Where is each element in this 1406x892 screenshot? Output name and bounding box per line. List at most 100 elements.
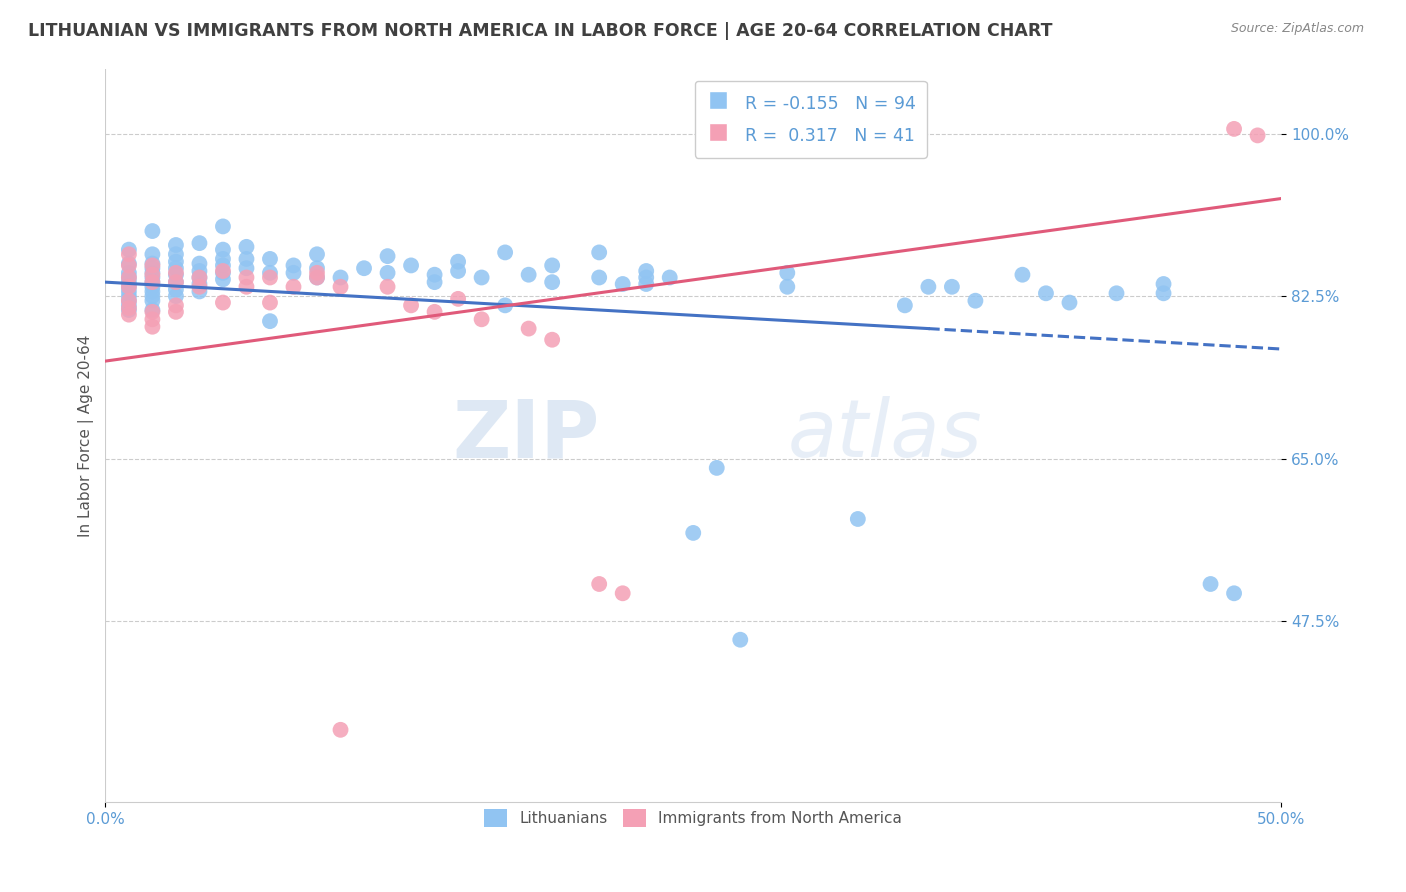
Point [165, 254, 187, 268]
Point [377, 266, 399, 280]
Point [706, 461, 728, 475]
Point [305, 247, 328, 261]
Point [305, 270, 328, 285]
Point [141, 275, 163, 289]
Point [212, 272, 235, 286]
Point [141, 266, 163, 280]
Point [212, 252, 235, 266]
Point [259, 295, 281, 310]
Point [259, 266, 281, 280]
Point [141, 285, 163, 299]
Point [165, 275, 187, 289]
Point [423, 275, 446, 289]
Point [118, 298, 141, 312]
Point [776, 280, 799, 294]
Point [588, 270, 610, 285]
Point [1246, 128, 1268, 143]
Point [212, 219, 235, 234]
Text: atlas: atlas [787, 396, 981, 475]
Point [141, 275, 163, 289]
Point [141, 259, 163, 273]
Point [423, 268, 446, 282]
Point [447, 254, 470, 268]
Point [188, 277, 211, 291]
Point [588, 577, 610, 591]
Point [141, 261, 163, 276]
Point [141, 268, 163, 282]
Point [541, 259, 564, 273]
Point [212, 243, 235, 257]
Point [1011, 268, 1033, 282]
Point [141, 270, 163, 285]
Point [235, 280, 257, 294]
Point [118, 293, 141, 308]
Point [894, 298, 917, 312]
Point [494, 245, 516, 260]
Point [118, 256, 141, 270]
Point [517, 268, 540, 282]
Point [141, 247, 163, 261]
Point [118, 293, 141, 308]
Point [541, 275, 564, 289]
Point [259, 270, 281, 285]
Point [165, 268, 187, 282]
Point [212, 266, 235, 280]
Point [212, 259, 235, 273]
Point [188, 280, 211, 294]
Point [165, 305, 187, 319]
Point [141, 303, 163, 318]
Point [329, 270, 352, 285]
Point [188, 264, 211, 278]
Point [658, 270, 681, 285]
Point [118, 275, 141, 289]
Point [447, 264, 470, 278]
Point [1199, 577, 1222, 591]
Point [283, 259, 305, 273]
Point [636, 277, 658, 291]
Point [399, 298, 422, 312]
Point [471, 312, 494, 326]
Point [165, 275, 187, 289]
Point [305, 266, 328, 280]
Point [399, 259, 422, 273]
Point [118, 285, 141, 299]
Point [118, 266, 141, 280]
Point [283, 266, 305, 280]
Point [141, 305, 163, 319]
Point [353, 261, 375, 276]
Point [730, 632, 752, 647]
Point [377, 249, 399, 263]
Point [447, 292, 470, 306]
Point [141, 312, 163, 326]
Point [118, 289, 141, 303]
Point [305, 261, 328, 276]
Point [588, 245, 610, 260]
Point [682, 525, 704, 540]
Point [141, 280, 163, 294]
Point [141, 289, 163, 303]
Point [165, 238, 187, 252]
Point [965, 293, 987, 308]
Point [1153, 277, 1175, 291]
Text: ZIP: ZIP [451, 396, 599, 475]
Point [118, 270, 141, 285]
Point [165, 266, 187, 280]
Point [305, 270, 328, 285]
Point [941, 280, 963, 294]
Point [141, 224, 163, 238]
Point [235, 270, 257, 285]
Point [917, 280, 939, 294]
Y-axis label: In Labor Force | Age 20-64: In Labor Force | Age 20-64 [79, 334, 94, 537]
Point [188, 285, 211, 299]
Point [212, 295, 235, 310]
Point [165, 283, 187, 297]
Point [141, 319, 163, 334]
Point [188, 270, 211, 285]
Point [235, 240, 257, 254]
Point [423, 305, 446, 319]
Point [471, 270, 494, 285]
Point [259, 252, 281, 266]
Point [118, 308, 141, 322]
Point [165, 247, 187, 261]
Point [1223, 586, 1246, 600]
